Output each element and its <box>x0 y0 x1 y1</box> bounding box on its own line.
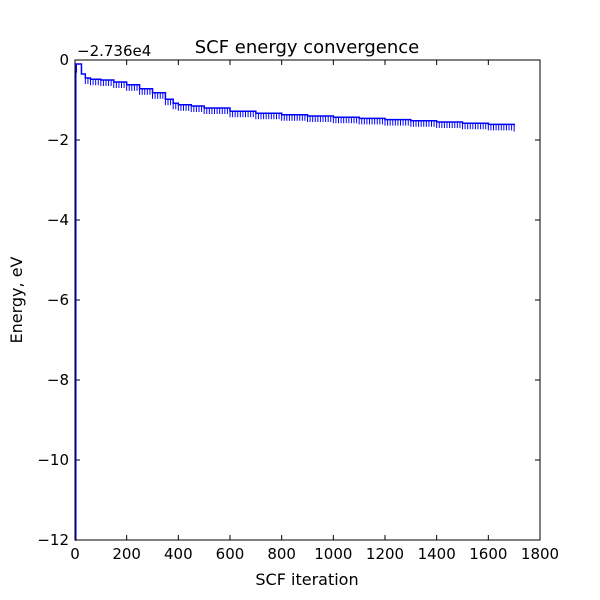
chart-title: SCF energy convergence <box>195 37 420 58</box>
x-tick-label: 600 <box>216 545 245 563</box>
x-axis-label: SCF iteration <box>255 570 358 589</box>
series-layer <box>75 63 515 541</box>
y-tick-label: −12 <box>37 531 69 549</box>
x-tick-label: 1200 <box>366 545 404 563</box>
x-tick-label: 400 <box>164 545 193 563</box>
y-tick-label: 0 <box>59 51 69 69</box>
x-axis-ticks: 0 200 400 600 800 1000 1200 1400 1600 1800 <box>70 60 559 563</box>
y-tick-label: −10 <box>37 451 69 469</box>
y-tick-label: −8 <box>47 371 69 389</box>
axis-offset-text: −2.736e4 <box>77 42 151 60</box>
y-axis-label: Energy, eV <box>7 256 26 343</box>
y-axis-ticks: 0 −2 −4 −6 −8 −10 −12 <box>37 51 540 549</box>
energy-oscillation-hatch <box>84 78 515 132</box>
x-tick-label: 1400 <box>418 545 456 563</box>
x-tick-label: 1600 <box>469 545 507 563</box>
plot-frame <box>74 59 541 541</box>
y-tick-label: −6 <box>47 291 69 309</box>
x-tick-label: 1000 <box>314 545 352 563</box>
x-tick-label: 200 <box>112 545 141 563</box>
y-tick-label: −2 <box>47 131 69 149</box>
x-tick-label: 0 <box>70 545 80 563</box>
x-tick-label: 800 <box>267 545 296 563</box>
y-tick-label: −4 <box>47 211 69 229</box>
x-tick-label: 1800 <box>521 545 559 563</box>
energy-series-line <box>75 63 515 541</box>
